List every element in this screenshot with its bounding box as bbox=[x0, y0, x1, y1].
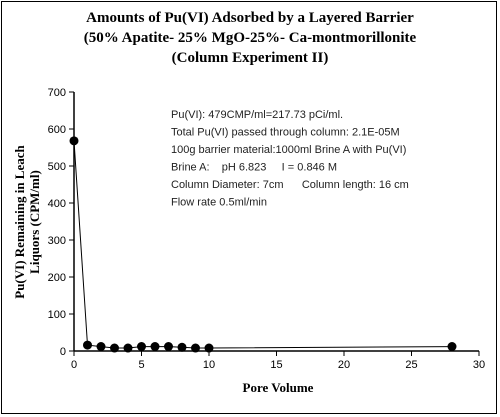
y-tick-label: 400 bbox=[48, 198, 66, 210]
y-tick-label: 100 bbox=[48, 309, 66, 321]
data-point bbox=[177, 342, 187, 352]
annotation-line: Pu(VI): 479CMP/ml=217.73 pCi/ml. bbox=[171, 109, 343, 121]
data-point bbox=[164, 342, 173, 352]
data-point bbox=[96, 342, 106, 352]
x-tick-label: 5 bbox=[138, 359, 144, 371]
annotation-line: Flow rate 0.5ml/min bbox=[171, 197, 267, 209]
y-tick-label: 300 bbox=[48, 235, 66, 247]
x-axis-title: Pore Volume bbox=[243, 380, 314, 395]
annotation-line: Brine A: pH 6.823 I = 0.846 M bbox=[171, 162, 337, 174]
annotation-line: 100g barrier material:1000ml Brine A wit… bbox=[171, 144, 406, 156]
chart-title-line-3: (Column Experiment II) bbox=[171, 50, 329, 66]
series-points bbox=[69, 136, 457, 353]
data-point bbox=[191, 343, 200, 353]
data-point bbox=[447, 342, 457, 352]
x-tick-label: 10 bbox=[203, 359, 215, 371]
y-tick-labels: 0 100 200 300 400 500 600 700 bbox=[48, 87, 66, 358]
x-tick-label: 25 bbox=[405, 359, 417, 371]
x-tick-label: 0 bbox=[71, 359, 77, 371]
data-point bbox=[204, 343, 214, 353]
y-axis-title-line-2: Liquors (CPM/ml) bbox=[27, 170, 42, 274]
y-tick-label: 600 bbox=[48, 124, 66, 136]
annotations: Pu(VI): 479CMP/ml=217.73 pCi/ml. Total Pu… bbox=[171, 109, 409, 209]
y-tick-label: 500 bbox=[48, 161, 66, 173]
y-tick-label: 200 bbox=[48, 272, 66, 284]
chart-title-line-1: Amounts of Pu(VI) Adsorbed by a Layered … bbox=[86, 10, 414, 26]
annotation-line: Total Pu(VI) passed through column: 2.1E… bbox=[171, 127, 400, 139]
data-point bbox=[69, 136, 79, 146]
data-point bbox=[110, 343, 119, 353]
data-point bbox=[123, 343, 133, 353]
x-tick-label: 15 bbox=[270, 359, 282, 371]
y-tick-label: 700 bbox=[48, 87, 66, 99]
y-axis-title-line-1: Pu(VI) Remaining in Leach bbox=[12, 144, 27, 298]
x-tick-label: 20 bbox=[338, 359, 350, 371]
data-point bbox=[83, 340, 92, 350]
data-point bbox=[137, 342, 146, 352]
data-point bbox=[150, 342, 160, 352]
chart-title-line-2: (50% Apatite- 25% MgO-25%- Ca-montmorill… bbox=[83, 30, 417, 46]
y-tick-label: 0 bbox=[60, 346, 66, 358]
annotation-line: Column Diameter: 7cm Column length: 16 c… bbox=[171, 179, 409, 191]
x-tick-label: 30 bbox=[473, 359, 485, 371]
x-tick-labels: 0 5 10 15 20 25 30 bbox=[71, 359, 485, 371]
